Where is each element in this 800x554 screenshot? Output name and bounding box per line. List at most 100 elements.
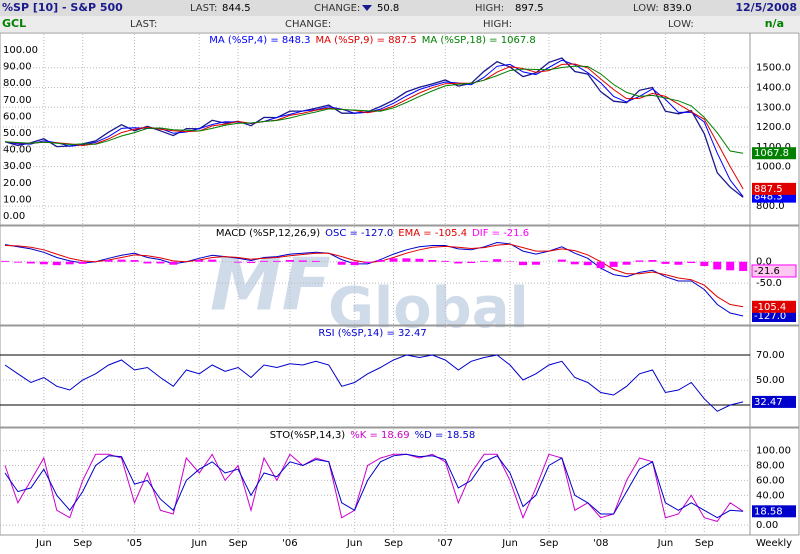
histogram-bar [674, 262, 682, 265]
histogram-bar [597, 262, 605, 268]
legend-entry: MA (%SP,18) = 1067.8 [422, 35, 536, 46]
y-tick-label: 1500.0 [756, 63, 791, 74]
legend-entry: EMA = -105.4 [398, 228, 467, 239]
legend-entry: STO(%SP,14,3) [270, 430, 346, 441]
y-tick-label: 70.00 [756, 350, 785, 361]
histogram-bar [377, 260, 385, 262]
histogram-bar [156, 262, 164, 264]
legend-entry: MACD (%SP,12,26,9) [216, 228, 320, 239]
series-line [5, 454, 743, 521]
y-tick-label: 1400.0 [756, 83, 791, 94]
histogram-bar [53, 262, 61, 265]
histogram-bar [415, 259, 423, 262]
x-tick-label: Jun [190, 538, 207, 549]
label: LAST: [190, 3, 217, 14]
value-box-label: 887.5 [754, 184, 783, 195]
x-tick-label: Sep [695, 538, 714, 549]
y-tick-label: 50.00 [756, 375, 785, 386]
value: 839.0 [663, 3, 692, 14]
histogram-bar [623, 262, 631, 265]
histogram-bar [493, 259, 501, 262]
histogram-bar [649, 260, 657, 262]
y-tick-label: 40.00 [3, 145, 32, 156]
histogram-bar [1, 261, 9, 262]
y-tick-label: 100.00 [756, 446, 791, 457]
x-tick-label: '07 [438, 538, 453, 549]
watermark: MF [210, 243, 331, 327]
histogram-bar [739, 262, 747, 271]
label: HIGH: [475, 3, 504, 14]
histogram-bar [351, 262, 359, 265]
value-box-label: 1067.8 [754, 148, 789, 159]
period: Weekly [756, 538, 792, 549]
legend-entry: RSI (%SP,14) = 32.47 [318, 328, 426, 339]
histogram-bar [519, 262, 527, 265]
histogram-bar [467, 262, 475, 263]
status: n/a [765, 17, 784, 30]
y-tick-label: 1000.0 [756, 162, 791, 173]
y-tick-label: 100.00 [3, 45, 38, 56]
histogram-bar [636, 260, 644, 261]
series-line [5, 454, 743, 517]
histogram-bar [532, 262, 540, 265]
histogram-bar [441, 261, 449, 262]
histogram-bar [558, 260, 566, 262]
symbol-2: GCL [2, 17, 26, 30]
y-tick-label: 0.00 [3, 211, 25, 222]
histogram-bar [390, 258, 398, 261]
y-tick-label: -50.0 [756, 278, 782, 289]
y-tick-label: 70.00 [3, 95, 32, 106]
histogram-bar [610, 262, 618, 267]
histogram-bar [105, 260, 113, 262]
histogram-bar [247, 262, 255, 263]
legend-entry: OSC = -127.0 [325, 228, 393, 239]
y-tick-label: 20.00 [3, 178, 32, 189]
value: 897.5 [515, 3, 544, 14]
y-tick-label: 90.00 [3, 62, 32, 73]
value-box-label: 32.47 [754, 397, 783, 408]
x-tick-label: Jun [657, 538, 674, 549]
histogram-bar [402, 258, 410, 261]
histogram-bar [27, 262, 35, 264]
histogram-bar [713, 262, 721, 270]
histogram-bar [195, 260, 203, 262]
histogram-bar [234, 262, 242, 263]
histogram-bar [364, 262, 372, 263]
y-tick-label: 0.00 [756, 520, 778, 531]
label: LOW: [668, 19, 694, 30]
histogram-bar [299, 260, 307, 261]
x-tick-label: Jun [501, 538, 518, 549]
histogram-bar [260, 261, 268, 262]
series-line [5, 58, 743, 197]
label: CHANGE: [314, 3, 360, 14]
label: LOW: [633, 3, 659, 14]
x-tick-label: Sep [73, 538, 92, 549]
histogram-bar [79, 262, 87, 264]
value-box-label: -21.6 [754, 266, 780, 277]
value-box-label: -105.4 [754, 302, 786, 313]
histogram-bar [480, 261, 488, 262]
x-tick-label: Sep [384, 538, 403, 549]
histogram-bar [66, 262, 74, 265]
series-line [5, 355, 743, 411]
label: HIGH: [483, 19, 512, 30]
histogram-bar [338, 262, 346, 265]
series-line [5, 64, 743, 189]
legend-entry: DIF = -21.6 [472, 228, 529, 239]
histogram-bar [273, 261, 281, 262]
x-tick-label: Jun [346, 538, 363, 549]
histogram-bar [571, 262, 579, 265]
histogram-bar [40, 262, 48, 265]
histogram-bar [131, 260, 139, 262]
legend-entry: MA (%SP,9) = 887.5 [316, 35, 417, 46]
histogram-bar [169, 262, 177, 265]
symbol: %SP [10] - S&P 500 [2, 1, 123, 14]
x-tick-label: '08 [593, 538, 608, 549]
y-tick-label: 60.00 [3, 111, 32, 122]
value-box-label: 18.58 [754, 506, 783, 517]
panel [0, 326, 799, 427]
date: 12/5/2008 [735, 1, 797, 14]
x-tick-label: '05 [127, 538, 142, 549]
legend-entry: %D = 18.58 [415, 430, 476, 441]
